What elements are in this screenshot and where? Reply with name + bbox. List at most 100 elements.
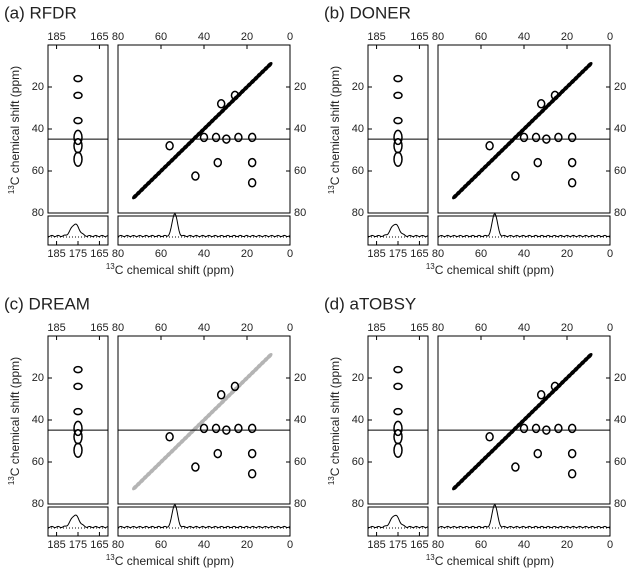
tick-label: 40 xyxy=(614,123,626,135)
contour xyxy=(73,129,83,146)
contour xyxy=(266,62,273,69)
tick-label: 60 xyxy=(352,165,364,177)
contour xyxy=(73,429,83,445)
tick-label: 80 xyxy=(432,539,444,551)
contour xyxy=(165,141,174,151)
frame xyxy=(117,215,291,246)
frame xyxy=(47,506,109,537)
contour xyxy=(519,132,529,143)
axis-label: C chemical shift (ppm) xyxy=(8,66,22,185)
contour xyxy=(393,429,403,445)
contour xyxy=(519,423,529,434)
tick-label: 60 xyxy=(614,165,626,177)
tick-label: 20 xyxy=(241,322,253,334)
isotope: 13 xyxy=(106,553,115,562)
frame xyxy=(47,44,109,214)
contour xyxy=(247,132,257,143)
panel-label: (b) DONER xyxy=(324,3,411,22)
tick-label: 60 xyxy=(32,165,44,177)
contour xyxy=(73,407,83,416)
contour xyxy=(567,178,577,188)
isotope: 13 xyxy=(7,185,16,194)
frame xyxy=(437,506,611,537)
contour xyxy=(73,74,83,83)
tick-label: 20 xyxy=(32,81,44,93)
frame xyxy=(47,335,109,505)
tick-label: 40 xyxy=(198,31,210,43)
tick-label: 40 xyxy=(32,414,44,426)
trace xyxy=(437,212,611,238)
tick-label: 20 xyxy=(32,372,44,384)
contour xyxy=(511,462,520,472)
tick-label: 80 xyxy=(432,248,444,260)
contour xyxy=(73,116,83,125)
contour xyxy=(393,420,403,437)
tick-label: 40 xyxy=(198,539,210,551)
contour xyxy=(73,365,83,374)
tick-label: 80 xyxy=(32,498,44,510)
trace xyxy=(437,503,611,529)
contour xyxy=(230,381,240,392)
tick-label: 60 xyxy=(294,456,306,468)
tick-label: 0 xyxy=(287,322,293,334)
tick-label: 20 xyxy=(561,322,573,334)
tick-label: 0 xyxy=(287,539,293,551)
contour xyxy=(234,423,243,434)
x-axis-title: 13C chemical shift (ppm) xyxy=(426,262,554,277)
tick-label: 20 xyxy=(294,81,306,93)
tick-label: 165 xyxy=(90,539,108,551)
contour xyxy=(485,432,494,442)
frame xyxy=(47,215,109,246)
tick-label: 60 xyxy=(294,165,306,177)
tick-label: 80 xyxy=(112,539,124,551)
tick-label: 165 xyxy=(90,248,108,260)
tick-label: 40 xyxy=(614,414,626,426)
contour xyxy=(550,90,560,101)
tick-label: 60 xyxy=(155,322,167,334)
tick-label: 20 xyxy=(561,539,573,551)
tick-label: 185 xyxy=(47,322,65,334)
tick-label: 80 xyxy=(112,31,124,43)
tick-label: 80 xyxy=(352,498,364,510)
contour xyxy=(247,423,257,434)
contour xyxy=(586,62,593,69)
tick-label: 185 xyxy=(367,539,385,551)
contour xyxy=(73,420,83,437)
isotope: 13 xyxy=(327,476,336,485)
contour xyxy=(191,171,200,181)
contour xyxy=(536,99,546,109)
tick-label: 185 xyxy=(367,31,385,43)
contour xyxy=(393,365,403,374)
contour xyxy=(536,390,546,400)
contour xyxy=(567,157,577,168)
tick-label: 60 xyxy=(32,456,44,468)
contour xyxy=(567,132,577,143)
tick-label: 80 xyxy=(352,207,364,219)
isotope: 13 xyxy=(106,262,115,271)
tick-label: 80 xyxy=(294,207,306,219)
contour xyxy=(213,157,223,168)
contour xyxy=(533,448,543,459)
frame xyxy=(437,215,611,246)
axis-label: C chemical shift (ppm) xyxy=(328,357,342,476)
tick-label: 0 xyxy=(607,31,613,43)
tick-label: 0 xyxy=(607,248,613,260)
tick-label: 165 xyxy=(410,31,428,43)
contour xyxy=(247,448,257,459)
tick-label: 40 xyxy=(198,248,210,260)
tick-label: 185 xyxy=(47,31,65,43)
contour xyxy=(393,74,403,83)
contour xyxy=(531,423,541,434)
contour xyxy=(73,151,83,167)
contour xyxy=(73,382,83,391)
contour xyxy=(211,132,221,143)
tick-label: 40 xyxy=(294,414,306,426)
contour xyxy=(393,407,403,416)
tick-label: 20 xyxy=(352,81,364,93)
tick-label: 40 xyxy=(518,31,530,43)
contour xyxy=(393,151,403,167)
contour xyxy=(199,423,209,434)
